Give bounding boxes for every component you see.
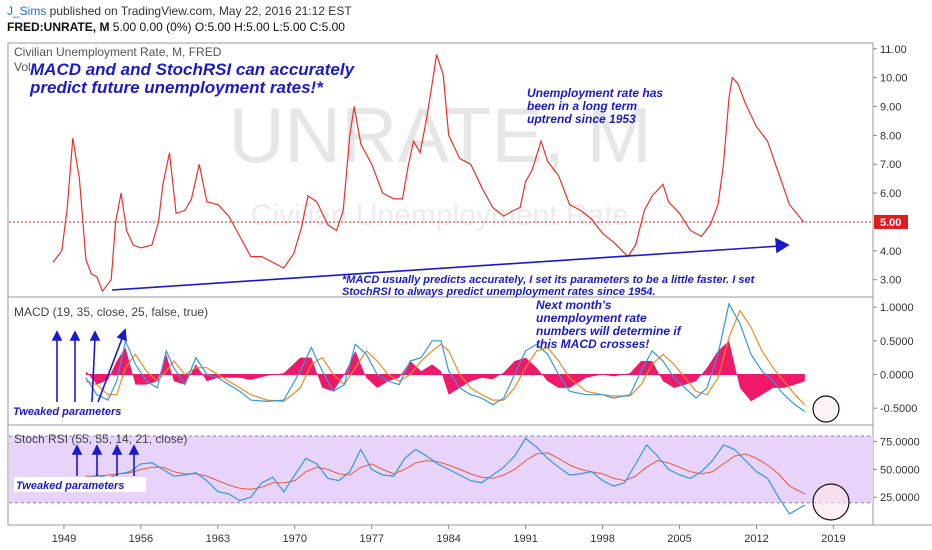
macd-arrow-2-head	[69, 330, 81, 341]
tweaked-parameters-macd: Tweaked parameters	[13, 406, 121, 418]
x-tick-label: 2012	[744, 533, 768, 545]
macd-arrow-3-head	[89, 330, 101, 341]
stoch-cross-circle	[812, 483, 850, 521]
y-tick-label: 11.00	[880, 44, 907, 56]
x-tick-label: 1963	[206, 533, 230, 545]
symbol-watermark: UNRATE, M	[228, 91, 651, 179]
y-tick-label: 0.0000	[880, 369, 914, 381]
y-tick-label: 7.00	[880, 159, 901, 171]
y-tick-label: 4.00	[880, 246, 901, 258]
macd-cross-circle	[812, 395, 840, 423]
tweaked-parameters-stoch: Tweaked parameters	[16, 480, 124, 492]
macd-line	[85, 301, 806, 412]
x-tick-label: 1956	[129, 533, 153, 545]
macd-y-axis: 1.0000 0.5000 0.0000 -0.5000	[873, 302, 917, 415]
stoch-d-line	[85, 452, 806, 495]
chart-area[interactable]: UNRATE, M Civilian Unemployment Rate Civ…	[0, 40, 932, 550]
trend-annotation-1: Unemployment rate has	[527, 86, 663, 100]
x-tick-label: 2019	[821, 533, 845, 545]
stoch-arrow-2-head	[91, 444, 103, 455]
arrow-layer	[51, 237, 790, 476]
y-tick-label: -0.5000	[880, 403, 917, 415]
price-pane-title: Civilian Unemployment Rate, M, FRED	[14, 45, 222, 59]
y-tick-label: 9.00	[880, 102, 901, 114]
footnote-annotation-1: *MACD usually predicts accurately, I set…	[342, 274, 756, 286]
price-y-axis: 11.00 10.00 9.00 8.00 7.00 6.00 4.00 3.00	[873, 44, 908, 287]
trend-arrow	[111, 245, 781, 291]
headline-annotation-2: predict future unemployment rates!*	[29, 78, 324, 97]
price-pane[interactable]	[7, 42, 874, 298]
next-month-annotation-1: Next month's	[536, 298, 612, 312]
trend-arrow-head	[775, 237, 790, 254]
author-link[interactable]: J_Sims	[7, 4, 47, 18]
last-price-label: 5.00	[880, 217, 901, 229]
unemployment-rate-line	[52, 54, 805, 293]
x-tick-label: 1949	[52, 533, 76, 545]
footnote-annotation-2: StochRSI to always predict unemployment …	[342, 286, 656, 298]
volume-label: Vol	[14, 60, 31, 74]
tweaked-label-bg-2	[14, 477, 146, 492]
chart-header: J_Sims published on TradingView.com, May…	[0, 0, 932, 40]
macd-arrow-1-head	[51, 330, 63, 341]
stoch-overbought-band	[9, 436, 873, 503]
x-tick-label: 1984	[436, 533, 460, 545]
y-tick-label: 1.0000	[880, 302, 914, 314]
tweaked-label-bg-1	[11, 403, 143, 418]
annotation-layer: MACD and and StochRSI can accurately pre…	[11, 60, 756, 492]
stoch-k-line	[85, 437, 806, 515]
stoch-arrow-1-head	[71, 444, 83, 455]
publish-info: published on TradingView.com, May 22, 20…	[46, 4, 352, 18]
macd-arrow-4	[97, 335, 124, 403]
y-tick-label: 10.00	[880, 73, 908, 85]
trend-annotation-3: uptrend since 1953	[527, 112, 636, 126]
y-tick-label: 6.00	[880, 188, 901, 200]
y-tick-label: 25.0000	[880, 492, 920, 504]
ohlc-values: 5.00 0.00 (0%) O:5.00 H:5.00 L:5.00 C:5.…	[109, 20, 345, 34]
next-month-annotation-4: this MACD crosses!	[536, 337, 649, 351]
last-price-badge	[874, 214, 908, 229]
macd-arrow-3	[91, 337, 96, 403]
y-tick-label: 3.00	[880, 275, 901, 287]
symbol-watermark-sub: Civilian Unemployment Rate	[251, 199, 630, 232]
macd-arrow-4-head	[116, 328, 127, 342]
next-month-annotation-2: unemployment rate	[536, 311, 647, 325]
stoch-arrow-3-head	[111, 444, 123, 455]
macd-signal-line	[85, 309, 806, 406]
stoch-arrow-4-head	[128, 444, 140, 455]
x-tick-label: 1970	[283, 533, 307, 545]
y-tick-label: 8.00	[880, 130, 901, 142]
x-tick-label: 1977	[360, 533, 384, 545]
stoch-pane-title: Stoch RSI (55, 55, 14, 21, close)	[14, 432, 187, 446]
next-month-annotation-3: numbers will determine if	[536, 324, 682, 338]
macd-histogram	[85, 340, 805, 402]
time-x-axis: 1949 1956 1963 1970 1977 1984 1991 1998 2005 2012…	[52, 525, 846, 545]
quote-line: FRED:UNRATE, M 5.00 0.00 (0%) O:5.00 H:5…	[7, 20, 345, 34]
macd-pane-title: MACD (19, 35, close, 25, false, true)	[14, 305, 208, 319]
y-tick-label: 0.5000	[880, 336, 914, 348]
symbol-label: FRED:UNRATE, M	[7, 20, 110, 34]
y-tick-label: 75.0000	[880, 437, 920, 449]
x-tick-label: 1991	[513, 533, 537, 545]
y-tick-label: 50.0000	[880, 464, 920, 476]
headline-annotation-1: MACD and and StochRSI can accurately	[30, 60, 356, 79]
trend-annotation-2: been in a long term	[527, 99, 637, 113]
stoch-y-axis: 75.0000 50.0000 25.0000	[873, 437, 920, 504]
x-tick-label: 1998	[590, 533, 614, 545]
publisher-line: J_Sims published on TradingView.com, May…	[7, 4, 352, 18]
x-tick-label: 2005	[667, 533, 691, 545]
